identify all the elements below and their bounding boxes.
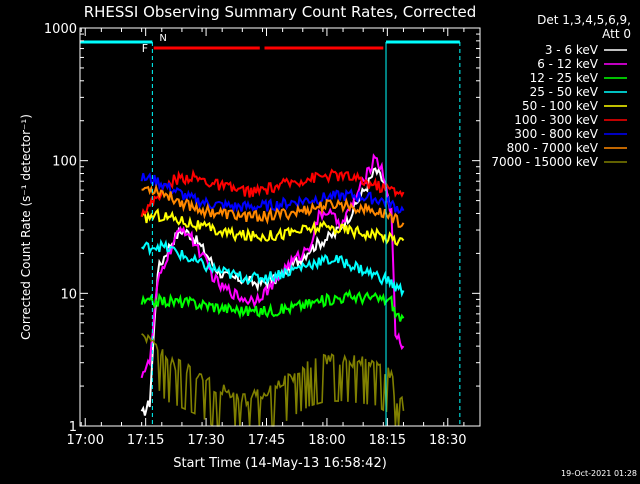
legend-header-line1: Det 1,3,4,5,6,9, [537,13,631,27]
axes-layer: 1 10 100 1000 17:00 17:15 17:30 17:45 18:00 18:15… [44,22,481,448]
legend-label: 6 - 12 keV [537,57,599,71]
y-tick-label: 10 [60,287,77,302]
flare-label: F [142,42,148,55]
x-axis-label: Start Time (14-May-13 16:58:42) [173,456,387,471]
legend-label: 300 - 800 keV [514,127,598,141]
series-layer [140,153,405,427]
x-tick-label: 18:15 [369,433,406,448]
y-tick-label: 1000 [44,22,77,37]
y-tick-label: 1 [69,420,77,435]
x-tick-label: 17:00 [67,433,104,448]
x-tick-label: 17:45 [248,433,285,448]
x-tick-label: 18:30 [429,433,466,448]
legend-label: 7000 - 15000 keV [491,155,598,169]
x-tick-label: 17:30 [187,433,224,448]
chart-title: RHESSI Observing Summary Count Rates, Co… [84,3,477,21]
legend-label: 25 - 50 keV [530,85,599,99]
render-timestamp: 19-Oct-2021 01:28 [561,469,637,478]
series-line [140,208,405,247]
series-line [141,238,405,298]
series-line [140,172,405,214]
x-tick-label: 18:00 [308,433,345,448]
legend-label: 12 - 25 keV [530,71,599,85]
annotation-layer: NF [80,33,461,426]
series-line [140,168,405,217]
series-line [140,288,405,322]
legend-header-line2: Att 0 [602,27,631,41]
y-tick-label: 100 [52,155,77,170]
plot-frame [79,27,481,427]
legend-label: 50 - 100 keV [522,99,599,113]
legend-label: 3 - 6 keV [545,43,599,57]
legend-label: 100 - 300 keV [514,113,598,127]
night-label: N [159,33,166,44]
y-axis-label: Corrected Count Rate (s⁻¹ detector⁻¹) [19,114,33,340]
series-line [141,183,405,228]
legend-label: 800 - 7000 keV [507,141,599,155]
x-tick-label: 17:15 [127,433,164,448]
series-line [140,153,405,379]
